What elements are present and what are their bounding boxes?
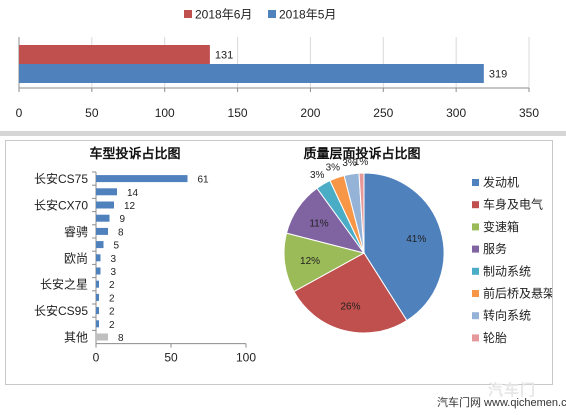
left-bar-1 [96,188,117,196]
legend-swatch-0 [184,10,192,18]
left-data-label-12: 8 [118,333,124,344]
left-bar-8 [96,280,99,288]
pie-legend-label-2: 变速箱 [483,219,519,234]
legend-label-0: 2018年6月 [195,8,252,22]
left-category-label-8: 长安之星 [40,277,88,292]
pie-value-label-0: 41% [406,234,426,245]
legend-swatch-1 [268,10,276,18]
pie-legend-label-4: 制动系统 [483,264,531,278]
pie-value-label-7: 1% [354,157,369,168]
pie-legend-label-1: 车身及电气 [483,197,543,212]
pie-legend-swatch-6 [472,312,479,320]
left-data-label-8: 2 [109,280,115,291]
pie-legend-swatch-7 [472,334,479,342]
bottom-charts-svg: 车型投诉占比图 61 长安CS75 14 12 长安CX70 9 8 睿骋 5 3 欧尚 3 2 长安之星 2… [34,146,555,365]
pie-slice-1 [293,252,408,334]
bar-0 [19,45,210,64]
chart-separator [0,131,566,136]
pie-legend-label-5: 前后桥及悬架 [483,286,552,301]
x-tick-label: 300 [446,106,466,120]
left-x-tick-label: 0 [93,351,100,365]
pie-value-label-1: 26% [340,302,360,313]
left-bar-9 [96,293,99,301]
pie-legend-label-6: 转向系统 [483,308,531,323]
left-data-label-4: 8 [118,227,124,238]
left-data-label-0: 61 [198,175,210,186]
monthly-comparison-chart: 2018年6月 2018年5月 131 319 0 50 100 150 200 250 300 35… [0,0,566,130]
left-data-label-6: 3 [111,254,117,265]
left-data-label-1: 14 [127,188,139,199]
left-data-label-11: 2 [109,320,115,331]
pie-legend-swatch-1 [472,201,479,209]
data-label-1: 319 [489,69,507,81]
data-label-0: 131 [215,50,233,62]
left-x-tick-label: 100 [236,351,256,365]
bottom-charts-frame: 车型投诉占比图 61 长安CS75 14 12 长安CX70 9 8 睿骋 5 3 欧尚 3 2 长安之星 2… [5,140,555,385]
left-category-label-10: 长安CS95 [34,303,88,318]
x-tick-label: 100 [155,106,175,120]
left-bar-11 [96,320,99,328]
source-caption: 汽车门网 www.qichemen.com [437,397,566,409]
left-data-label-2: 12 [124,201,136,212]
x-tick-label: 50 [85,106,99,120]
pie-value-label-3: 11% [309,218,328,229]
left-bar-10 [96,307,99,315]
left-data-label-9: 2 [109,293,115,304]
left-data-label-7: 3 [111,267,117,278]
x-tick-label: 0 [16,106,23,120]
left-category-label-12: 其他 [64,331,88,345]
left-data-label-3: 9 [120,214,126,225]
left-bar-5 [96,241,104,249]
left-bar-6 [96,254,101,262]
left-chart-title: 车型投诉占比图 [89,146,180,161]
left-x-tick-label: 50 [164,351,178,365]
pie-legend-label-0: 发动机 [483,175,519,190]
pie-legend-label-7: 轮胎 [483,331,507,345]
left-data-label-10: 2 [109,307,115,318]
pie-value-label-2: 12% [300,256,320,267]
pie-slice-7 [358,172,365,254]
pie-legend-swatch-2 [472,223,479,231]
pie-chart-title: 质量层面投诉占比图 [303,146,420,161]
bar-1 [19,64,484,83]
left-bar-7 [96,267,101,275]
pie-legend-swatch-5 [472,290,479,297]
pie-legend-swatch-4 [472,267,479,275]
brand-watermark: 汽车门 [488,382,537,399]
left-bar-4 [96,227,108,235]
pie-legend-swatch-3 [472,245,479,253]
left-category-label-4: 睿骋 [64,224,88,239]
pie-legend-label-3: 服务 [483,241,507,256]
x-tick-label: 350 [519,106,539,120]
x-tick-label: 200 [300,106,320,120]
monthly-comparison-svg: 2018年6月 2018年5月 131 319 0 50 100 150 200 250 300 35… [16,8,540,121]
legend-label-1: 2018年5月 [279,8,336,22]
pie-value-label-6: 3% [342,158,357,169]
x-tick-label: 150 [228,106,248,120]
left-category-label-6: 欧尚 [64,251,88,265]
pie-legend-swatch-0 [472,179,479,186]
left-data-label-5: 5 [114,241,120,252]
x-tick-label: 250 [373,106,393,120]
pie-value-label-4: 3% [310,170,325,181]
left-bar-0 [96,175,188,183]
pie-value-label-5: 3% [326,162,341,173]
left-bar-12 [96,333,108,341]
left-bar-2 [96,201,114,209]
pie-slice-2 [283,232,366,293]
left-bar-3 [96,214,110,222]
left-category-label-2: 长安CX70 [34,198,88,213]
left-category-label-0: 长安CS75 [34,171,88,186]
